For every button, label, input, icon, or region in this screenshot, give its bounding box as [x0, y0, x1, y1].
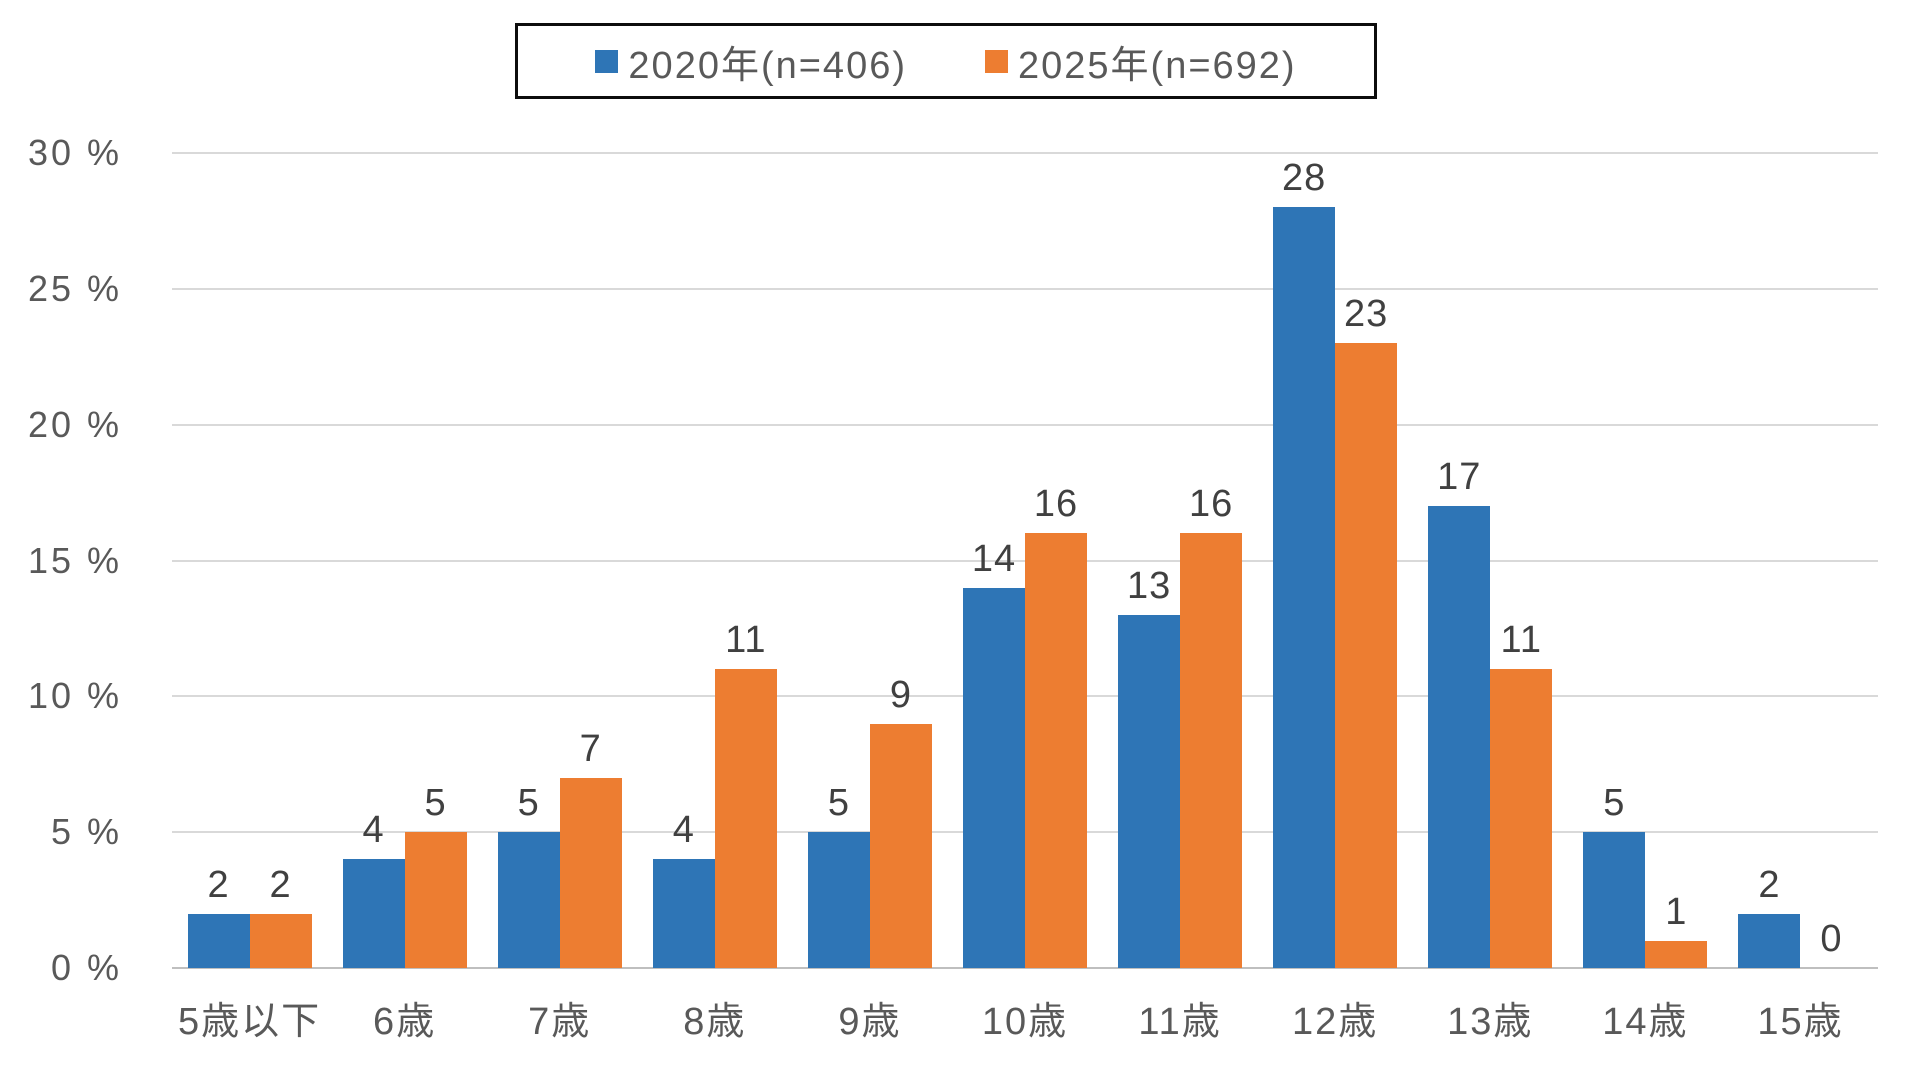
bar [187, 913, 250, 968]
bar-value-label: 5 [424, 782, 447, 825]
legend-item: 2025年(n=692) [985, 34, 1297, 89]
y-axis-tick-label: 10 % [27, 675, 122, 717]
bar-value-label: 2 [1758, 863, 1781, 906]
bar [559, 777, 622, 968]
y-axis-tick-label: 0 % [50, 947, 122, 988]
plot-area: 2 2 4 5 5 7 4 11 5 9 14 16 13 16 28 23 17 11 5 1 2 0 [172, 152, 1878, 969]
bar-value-label: 4 [362, 809, 385, 852]
x-axis-tick-label: 7歳 [528, 1001, 592, 1043]
x-axis-tick-label: 9歳 [838, 1001, 902, 1043]
bar [249, 913, 312, 968]
bar [1180, 533, 1243, 968]
bar [1335, 343, 1398, 968]
x-axis-tick-label: 5歳以下 [177, 1001, 322, 1043]
bar [1025, 533, 1087, 968]
bar-value-label: 2 [269, 863, 292, 906]
legend-swatch-icon [595, 49, 619, 73]
bar [1273, 207, 1336, 968]
bar [714, 669, 777, 968]
bar [807, 832, 870, 968]
legend-label: 2025年(n=692) [1018, 44, 1297, 87]
bar [1490, 669, 1553, 968]
bar [1583, 832, 1646, 968]
bar-value-label: 9 [889, 673, 912, 716]
bar-value-label: 2 [207, 863, 230, 906]
legend: 2020年(n=406) 2025年(n=692) [515, 23, 1377, 99]
bar [1118, 614, 1181, 968]
bar-value-label: 1 [1665, 890, 1688, 933]
y-axis-tick-label: 5 % [50, 811, 122, 853]
legend-item: 2020年(n=406) [595, 34, 907, 89]
bar [1738, 913, 1801, 968]
bar-value-label: 16 [1188, 483, 1234, 526]
y-axis-tick-label: 15 % [27, 539, 122, 581]
bar-value-label: 11 [725, 619, 767, 662]
bar-value-label: 5 [827, 782, 850, 825]
gridline [172, 423, 1878, 426]
bar-value-label: 16 [1033, 483, 1079, 526]
bar-value-label: 0 [1820, 918, 1843, 960]
x-axis-line [172, 967, 1878, 969]
x-axis-tick-label: 14歳 [1602, 1001, 1689, 1043]
bar [869, 723, 932, 968]
x-axis-tick-label: 11歳 [1138, 1001, 1222, 1043]
bar [963, 587, 1025, 968]
bar-value-label: 7 [579, 727, 602, 770]
bar [342, 859, 405, 968]
bar-value-label: 5 [517, 782, 540, 825]
bar-value-label: 23 [1344, 293, 1389, 336]
gridline [172, 152, 1878, 154]
x-axis-tick-label: 12歳 [1292, 1001, 1379, 1043]
bar-value-label: 13 [1126, 564, 1172, 607]
gridline [172, 287, 1878, 290]
bar [1428, 506, 1491, 968]
x-axis-tick-label: 15歳 [1757, 1001, 1844, 1043]
x-axis-tick-label: 13歳 [1447, 1001, 1534, 1043]
bar-value-label: 28 [1282, 157, 1327, 200]
legend-swatch-icon [985, 49, 1008, 73]
x-axis-tick-label: 8歳 [683, 1001, 747, 1043]
bar-value-label: 4 [672, 809, 695, 852]
x-axis-tick-label: 6歳 [373, 1001, 437, 1043]
bar [404, 832, 467, 968]
y-axis-tick-label: 25 % [27, 267, 122, 309]
bar [497, 832, 560, 968]
bar [652, 859, 715, 968]
bar-value-label: 14 [971, 537, 1017, 580]
legend-label: 2020年(n=406) [628, 44, 907, 87]
y-axis-tick-label: 20 % [27, 403, 122, 445]
bar-value-label: 17 [1437, 456, 1482, 499]
bar-value-label: 5 [1603, 782, 1626, 825]
y-axis-tick-label: 30 % [27, 132, 122, 173]
bar-value-label: 11 [1500, 619, 1542, 662]
x-axis-tick-label: 10歳 [981, 1001, 1069, 1043]
bar [1645, 940, 1708, 968]
